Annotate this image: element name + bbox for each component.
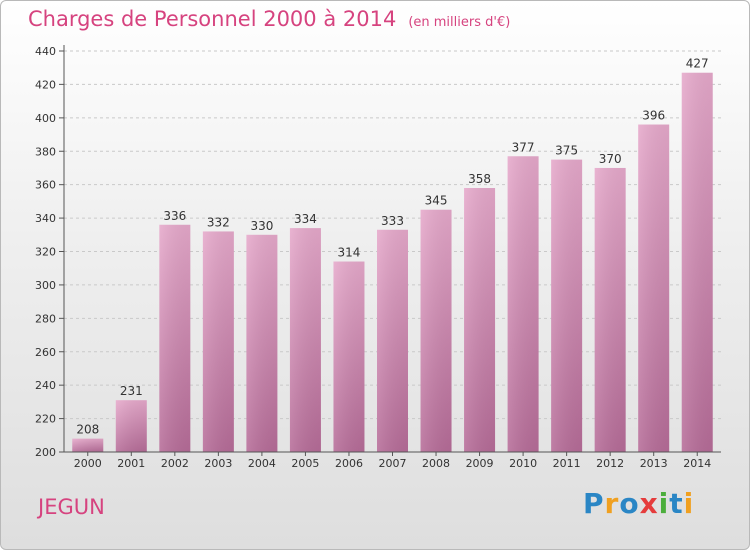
bar-shade [507, 156, 539, 452]
logo-letter: i [658, 487, 670, 520]
y-tick-label: 440 [35, 45, 56, 58]
data-label: 427 [686, 57, 709, 71]
x-tick-label: 2010 [509, 457, 537, 470]
bar-shade [246, 234, 278, 452]
data-label: 396 [642, 109, 665, 123]
data-label: 314 [338, 246, 361, 260]
logo-letter: o [619, 487, 640, 520]
x-tick-label: 2013 [640, 457, 668, 470]
x-tick-label: 2009 [466, 457, 494, 470]
y-tick-label: 380 [35, 145, 56, 158]
x-tick-label: 2012 [596, 457, 624, 470]
data-label: 333 [381, 214, 404, 228]
data-label: 231 [120, 384, 143, 398]
y-tick-label: 320 [35, 246, 56, 259]
y-tick-label: 300 [35, 279, 56, 292]
x-tick-label: 2014 [683, 457, 711, 470]
y-tick-label: 280 [35, 312, 56, 325]
bar-shade [159, 224, 191, 452]
y-tick-label: 260 [35, 346, 56, 359]
bar-shade [420, 209, 452, 452]
data-label: 375 [555, 144, 578, 158]
city-name: JEGUN [38, 495, 105, 519]
data-label: 358 [468, 172, 491, 186]
logo-letter: x [639, 487, 659, 520]
y-tick-label: 200 [35, 446, 56, 459]
x-tick-label: 2011 [553, 457, 581, 470]
logo-letter: r [604, 487, 620, 520]
y-tick-label: 420 [35, 78, 56, 91]
bar-shade [377, 229, 408, 452]
title-text: Charges de Personnel 2000 à 2014 [28, 7, 397, 31]
logo-letter: P [583, 487, 605, 520]
logo-letter: t [669, 487, 684, 520]
y-tick-label: 400 [35, 112, 56, 125]
logo-letter: i [683, 487, 695, 520]
data-label: 370 [599, 152, 622, 166]
data-label: 336 [163, 209, 186, 223]
x-tick-label: 2006 [335, 457, 363, 470]
data-label: 330 [250, 219, 273, 233]
bar-shade [594, 167, 626, 453]
proxiti-logo: Proxiti [583, 487, 694, 520]
y-tick-label: 360 [35, 179, 56, 192]
data-label: 208 [76, 423, 99, 437]
x-tick-label: 2001 [117, 457, 145, 470]
bar-shade [464, 188, 496, 452]
data-label: 377 [512, 140, 535, 154]
x-tick-label: 2007 [379, 457, 407, 470]
bar-shade [202, 231, 234, 452]
x-tick-label: 2000 [74, 457, 102, 470]
bar-shade [289, 228, 321, 452]
bar-shade [72, 438, 104, 452]
unit-label: (en milliers d'€) [408, 15, 511, 30]
x-tick-label: 2002 [161, 457, 189, 470]
y-tick-label: 220 [35, 413, 56, 426]
chart-title: Charges de Personnel 2000 à 2014 (en mill… [28, 7, 510, 31]
data-label: 345 [425, 194, 448, 208]
bar-shade [333, 261, 365, 452]
bar-shade [551, 159, 583, 452]
y-tick-label: 240 [35, 379, 56, 392]
data-label: 334 [294, 212, 317, 226]
x-tick-label: 2003 [204, 457, 232, 470]
data-label: 332 [207, 215, 230, 229]
y-tick-label: 340 [35, 212, 56, 225]
bar-shade [115, 400, 147, 452]
x-tick-label: 2008 [422, 457, 450, 470]
bar-shade [681, 72, 713, 453]
x-tick-label: 2004 [248, 457, 276, 470]
x-tick-label: 2005 [291, 457, 319, 470]
bar-shade [638, 124, 670, 453]
